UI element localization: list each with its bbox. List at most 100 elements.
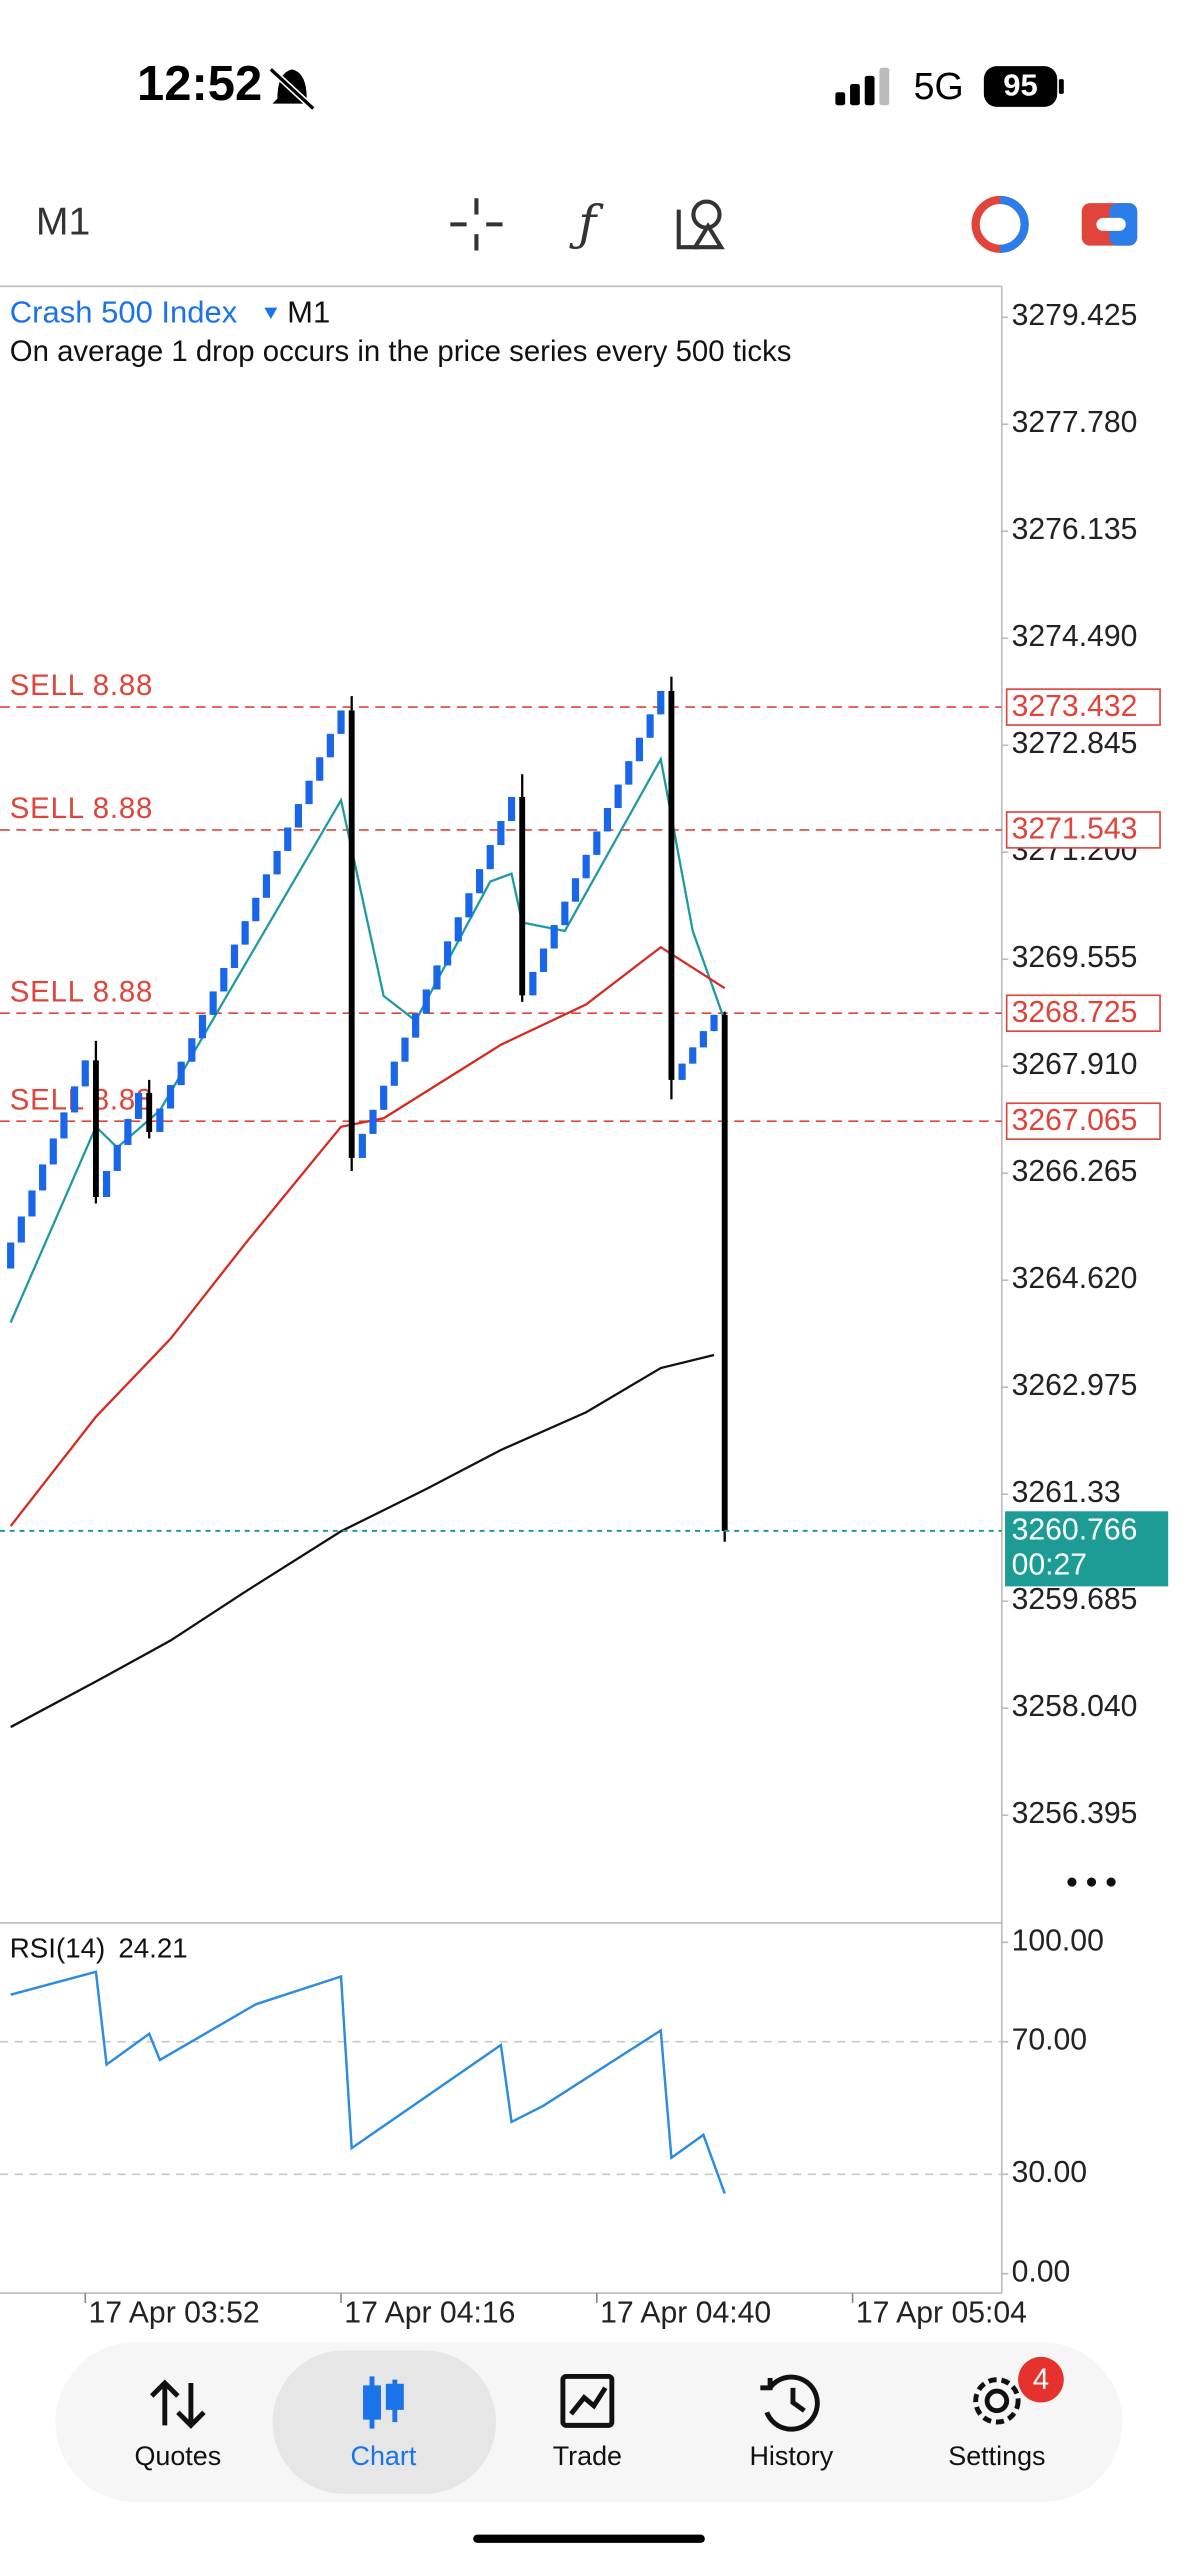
settings-icon[interactable] xyxy=(973,2377,1021,2425)
y-tick-label: 3279.425 xyxy=(1012,299,1138,332)
home-indicator xyxy=(473,2534,705,2543)
candle-body xyxy=(465,893,473,918)
candle-body xyxy=(262,874,271,898)
nav-bar xyxy=(55,2342,1123,2503)
candle-body xyxy=(401,1037,409,1062)
candle-body xyxy=(273,850,281,875)
rsi-y-tick-label: 100.00 xyxy=(1012,1924,1104,1957)
candle-body xyxy=(657,690,665,715)
y-tick-label: 3262.975 xyxy=(1012,1369,1138,1402)
objects-button[interactable] xyxy=(676,199,725,250)
trade-icon[interactable] xyxy=(560,2373,615,2428)
chart-icon[interactable] xyxy=(363,2376,404,2429)
nav-settings[interactable]: Settings xyxy=(948,2441,1045,2471)
candle-body xyxy=(486,845,494,870)
candle-body xyxy=(582,854,590,879)
candle-body xyxy=(337,710,345,734)
candle-body xyxy=(17,1216,25,1243)
candle-body xyxy=(422,989,430,1014)
y-tick-label: 3259.685 xyxy=(1012,1583,1138,1616)
candle-body xyxy=(39,1164,47,1191)
order-price: 3271.543 xyxy=(1012,813,1138,846)
rsi-line xyxy=(10,1970,726,2194)
candle-body xyxy=(316,757,324,781)
chart-timeframe: M1 xyxy=(287,294,330,329)
candle-body xyxy=(710,1014,718,1032)
nav-history[interactable]: History xyxy=(749,2441,833,2471)
candle-body xyxy=(507,796,516,822)
candle-body xyxy=(294,804,302,828)
x-tick-label: 17 Apr 05:04 xyxy=(856,2296,1027,2329)
nav-chart[interactable]: Chart xyxy=(351,2441,417,2471)
candle-body xyxy=(668,690,675,1080)
x-tick-label: 17 Apr 03:52 xyxy=(89,2296,260,2329)
candle-body xyxy=(188,1038,196,1062)
y-tick-label: 3267.910 xyxy=(1012,1048,1138,1081)
timeframe-button[interactable]: M1 xyxy=(36,201,90,244)
silent-icon xyxy=(268,66,316,111)
candle-body xyxy=(209,991,217,1015)
candle-body xyxy=(529,971,537,996)
moving-average xyxy=(10,1353,715,1729)
candle-body xyxy=(156,1108,164,1132)
candle-body xyxy=(497,821,505,846)
candle-body xyxy=(550,925,558,949)
candle-body xyxy=(113,1144,121,1171)
symbol-dropdown[interactable] xyxy=(264,307,278,319)
candle-body xyxy=(71,1086,79,1113)
candle-body xyxy=(721,1014,728,1531)
candle-body xyxy=(60,1112,68,1139)
battery-tip xyxy=(1058,79,1064,94)
battery xyxy=(983,66,1058,107)
nav-quotes[interactable]: Quotes xyxy=(134,2441,221,2471)
order-price: 3267.065 xyxy=(1012,1104,1138,1137)
battery-level: 95 xyxy=(1003,68,1037,103)
y-tick-label: 3269.555 xyxy=(1012,941,1138,974)
candle-body xyxy=(358,1133,366,1158)
current-price: 3260.766 xyxy=(1012,1514,1138,1547)
one-click-button[interactable] xyxy=(1081,203,1138,246)
more-button[interactable] xyxy=(1067,1877,1116,1887)
candle-body xyxy=(646,714,654,738)
trading-signal-button[interactable] xyxy=(971,195,1029,253)
candle-body xyxy=(614,784,622,809)
candle-body xyxy=(625,761,633,785)
candle-body xyxy=(390,1061,398,1086)
status-time: 12:52 xyxy=(137,57,262,111)
order-label: SELL 8.88 xyxy=(10,669,153,702)
settings-badge xyxy=(1018,2356,1064,2403)
candle-body xyxy=(177,1061,185,1086)
candle-body xyxy=(284,827,292,851)
symbol-name[interactable]: Crash 500 Index xyxy=(10,294,238,329)
candle-body xyxy=(134,1092,143,1119)
order-price-tag xyxy=(1005,994,1161,1032)
order-price: 3268.725 xyxy=(1012,996,1138,1029)
candle-body xyxy=(519,796,526,996)
candle-body xyxy=(166,1085,175,1109)
candle-body xyxy=(198,1014,207,1039)
quotes-icon[interactable] xyxy=(150,2379,206,2429)
candle-body xyxy=(124,1118,132,1145)
rsi-value: 24.21 xyxy=(118,1933,187,1964)
candle-body xyxy=(49,1138,57,1165)
y-tick-label: 3277.780 xyxy=(1012,406,1138,439)
candle-body xyxy=(539,948,548,972)
y-tick-label: 3274.490 xyxy=(1012,620,1138,653)
chart-frame xyxy=(0,285,1003,2295)
history-icon[interactable] xyxy=(760,2374,820,2432)
x-tick-label: 17 Apr 04:40 xyxy=(600,2296,771,2329)
y-tick-label: 3264.620 xyxy=(1012,1262,1138,1295)
crosshair-button[interactable] xyxy=(450,198,503,251)
candle-body xyxy=(571,878,580,902)
order-price-tag xyxy=(1005,688,1161,726)
candle-body xyxy=(241,921,249,945)
candle-body xyxy=(102,1170,111,1197)
candle-body xyxy=(326,733,334,758)
x-tick-label: 17 Apr 04:16 xyxy=(344,2296,515,2329)
candle-body xyxy=(433,965,441,990)
nav-trade[interactable]: Trade xyxy=(553,2441,622,2471)
rsi-y-tick-label: 0.00 xyxy=(1012,2256,1071,2289)
candle-body xyxy=(7,1242,15,1269)
candle-body xyxy=(92,1060,99,1197)
